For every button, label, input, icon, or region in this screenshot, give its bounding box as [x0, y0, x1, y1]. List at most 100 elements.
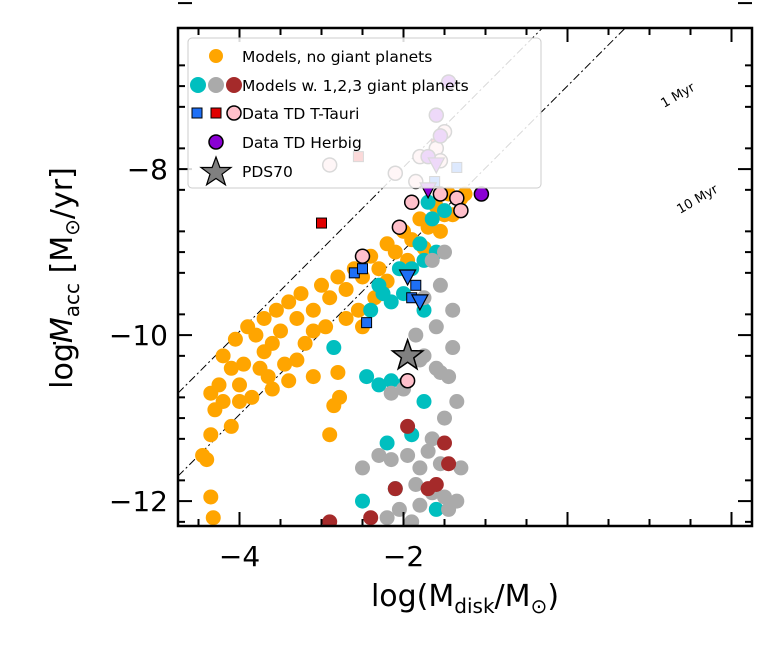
point-s6-12 — [453, 202, 469, 219]
legend-label-0: Models, no giant planets — [242, 48, 432, 66]
point-s2-2 — [383, 452, 399, 468]
point-s3-7 — [437, 435, 452, 451]
point-s0-32 — [371, 261, 387, 277]
line-label-1myr: 1 Myr — [659, 80, 699, 112]
point-s0-23 — [223, 360, 239, 376]
legend-brown-circle — [226, 77, 242, 93]
point-s0-21 — [227, 331, 243, 347]
legend-cyan-circle — [190, 77, 206, 93]
point-s2-7 — [449, 394, 465, 409]
point-s2-30 — [453, 460, 469, 476]
point-s0-25 — [256, 344, 272, 360]
point-s0-69 — [305, 323, 321, 339]
point-s4-5 — [410, 279, 422, 291]
legend-red-square — [210, 107, 222, 119]
point-s0-9 — [232, 394, 247, 409]
point-s1-1 — [359, 369, 375, 385]
point-s1-20 — [363, 302, 379, 318]
point-s0-24 — [236, 356, 252, 372]
point-s0-4 — [203, 427, 219, 443]
point-s1-8 — [416, 394, 432, 409]
point-s1-24 — [428, 501, 444, 517]
point-s9-1 — [410, 294, 429, 312]
point-s0-14 — [305, 369, 321, 385]
point-s2-23 — [379, 510, 395, 526]
point-s4-2 — [361, 317, 373, 329]
point-s0-56 — [297, 335, 313, 351]
y-tick-label: −12 — [109, 485, 168, 518]
point-s0-48 — [379, 236, 395, 252]
data-points — [195, 74, 490, 526]
point-s0-18 — [289, 352, 305, 368]
point-s0-28 — [305, 302, 321, 318]
legend-gray-circle — [208, 77, 224, 93]
point-s0-50 — [412, 211, 428, 227]
point-s0-17 — [332, 389, 348, 405]
point-s6-3 — [391, 219, 408, 235]
point-s0-3 — [195, 447, 211, 463]
point-s0-11 — [264, 381, 280, 397]
legend-label-2: Data TD T-Tauri — [242, 105, 359, 123]
point-s2-20 — [420, 443, 436, 459]
x-tick-label: −4 — [219, 540, 260, 573]
point-s0-64 — [432, 223, 448, 239]
point-s0-29 — [322, 290, 338, 306]
point-s2-6 — [437, 410, 452, 426]
point-s0-0 — [205, 510, 221, 526]
point-s4-1 — [357, 263, 368, 275]
x-axis-title: log(Mdisk/M⊙) — [371, 579, 559, 618]
point-s0-27 — [289, 311, 305, 326]
y-axis-title-dot: . — [34, 339, 62, 347]
point-s0-66 — [252, 360, 268, 376]
point-s1-3 — [383, 373, 399, 389]
point-s3-3 — [400, 418, 416, 434]
point-s0-22 — [215, 348, 231, 364]
point-s1-0 — [326, 340, 342, 356]
point-s0-30 — [338, 281, 354, 297]
point-s0-57 — [338, 311, 354, 326]
legend-blue-square — [191, 107, 203, 119]
point-s10-0 — [390, 337, 425, 371]
point-s2-25 — [412, 497, 428, 513]
point-s2-5 — [424, 431, 440, 447]
point-s1-19 — [375, 286, 391, 302]
point-s0-5 — [223, 418, 239, 434]
point-s0-45 — [330, 269, 346, 285]
point-s0-44 — [314, 277, 329, 293]
legend-orange-circle — [209, 49, 223, 63]
legend-star-icon — [199, 155, 233, 187]
point-s7-2 — [473, 186, 490, 202]
point-s0-15 — [322, 427, 338, 443]
point-s6-4 — [403, 194, 420, 211]
point-s2-33 — [428, 360, 444, 376]
point-s3-0 — [322, 514, 338, 526]
point-s2-19 — [383, 385, 399, 401]
point-s2-14 — [432, 277, 448, 293]
point-s3-2 — [387, 481, 403, 497]
point-s0-12 — [281, 373, 297, 389]
point-s2-3 — [400, 447, 416, 463]
point-s9-0 — [398, 269, 417, 287]
legend-label-1: Models w. 1,2,3 giant planets — [242, 77, 469, 95]
point-s2-17 — [437, 244, 452, 260]
point-s2-24 — [404, 514, 420, 526]
point-s1-15 — [412, 236, 428, 252]
line-label-10myr: 10 Myr — [675, 182, 722, 218]
point-s0-13 — [330, 364, 346, 380]
point-s1-2 — [371, 377, 387, 393]
point-s6-10 — [432, 186, 449, 202]
point-s0-39 — [240, 319, 256, 335]
point-s1-21 — [420, 194, 436, 210]
point-s0-68 — [318, 319, 334, 335]
point-s0-41 — [268, 302, 284, 318]
point-s2-16 — [424, 252, 440, 268]
point-s1-23 — [355, 493, 370, 509]
point-s1-16 — [424, 211, 440, 227]
legend-label-3: Data TD Herbig — [242, 134, 362, 152]
point-s6-1 — [354, 248, 371, 264]
tick-labels: −4 −2 −12 −10 −8 — [109, 153, 424, 573]
legend-purple-circle — [208, 134, 224, 150]
point-s3-6 — [441, 456, 457, 472]
point-s0-58 — [350, 302, 366, 318]
